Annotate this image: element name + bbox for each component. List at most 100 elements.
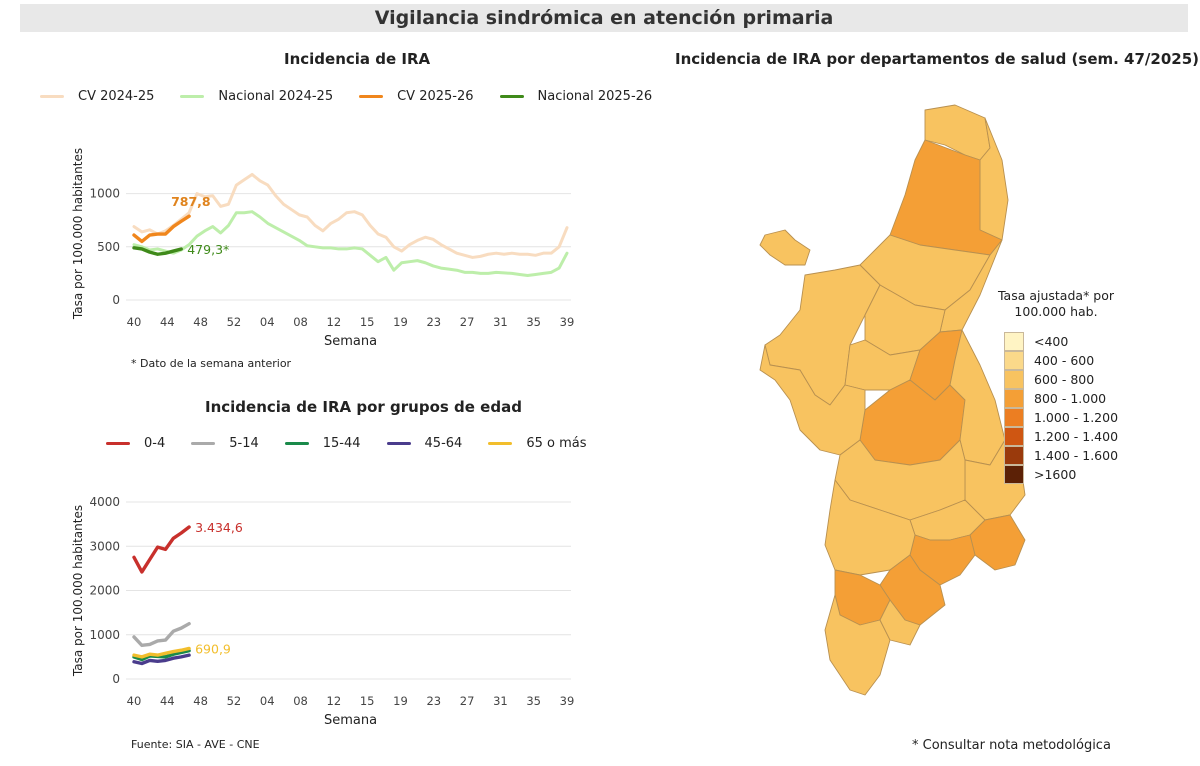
series-line-3	[132, 246, 183, 256]
legend-item-4: 65 o más	[488, 436, 586, 451]
map-legend-title: Tasa ajustada* por 100.000 hab.	[997, 288, 1115, 319]
x-tick-label: 15	[360, 694, 375, 708]
x-tick-label: 52	[227, 315, 242, 329]
map-legend-swatch	[1004, 427, 1024, 446]
x-tick-label: 23	[426, 315, 441, 329]
x-tick-label: 04	[260, 694, 275, 708]
x-tick-label: 40	[127, 694, 142, 708]
map-title: Incidencia de IRA por departamentos de s…	[675, 50, 1200, 68]
x-tick-label: 19	[393, 694, 408, 708]
legend-item-1: Nacional 2024-25	[180, 89, 333, 104]
x-axis-label: Semana	[324, 334, 377, 349]
legend-item-0: CV 2024-25	[40, 89, 154, 104]
legend-item-2: 15-44	[284, 436, 361, 451]
map-legend: Tasa ajustada* por 100.000 hab. <400 400 …	[998, 288, 1118, 484]
legend-item-2: CV 2025-26	[359, 89, 474, 104]
chart1-legend: CV 2024-25 Nacional 2024-25 CV 2025-26 Naci…	[40, 89, 678, 104]
x-tick-label: 44	[160, 694, 175, 708]
legend-swatch	[191, 442, 216, 445]
series-line-2	[132, 648, 191, 662]
legend-label: CV 2025-26	[397, 89, 474, 104]
data-label: 787,8	[171, 194, 211, 209]
map-region-orihuela	[824, 594, 891, 696]
map-legend-swatch	[1004, 389, 1024, 408]
data-label: 3.434,6	[195, 520, 243, 535]
map-legend-label: 1.400 - 1.600	[1034, 448, 1119, 463]
legend-label: 45-64	[424, 436, 463, 451]
legend-swatch	[499, 95, 524, 98]
chart2-plot: 0 1000 2000 3000 4000 40 44 48 52 04 08 12 15 19 23 27 3…	[71, 495, 575, 728]
x-tick-label: 35	[526, 315, 541, 329]
y-tick-label: 0	[112, 293, 120, 307]
series-line-0	[132, 172, 569, 259]
map-legend-swatch	[1004, 446, 1024, 465]
x-tick-label: 39	[560, 694, 575, 708]
x-tick-label: 27	[460, 694, 475, 708]
map-region-utiel	[759, 344, 866, 456]
chart2-legend: 0-4 5-14 15-44 45-64 65 o más	[106, 436, 612, 451]
chart1-note: * Dato de la semana anterior	[131, 357, 292, 370]
map-legend-label: 800 - 1.000	[1034, 391, 1107, 406]
series-line-1	[132, 621, 191, 648]
x-tick-label: 48	[193, 315, 208, 329]
banner-title: Vigilancia sindrómica en atención primar…	[374, 7, 834, 29]
series-line-1	[132, 210, 569, 278]
x-tick-label: 08	[293, 315, 308, 329]
valencia-map	[759, 104, 1026, 696]
page-banner: Vigilancia sindrómica en atención primar…	[20, 4, 1188, 32]
y-tick-label: 1000	[89, 628, 120, 642]
map-legend-swatch	[1004, 332, 1024, 351]
chart2-title: Incidencia de IRA por grupos de edad	[205, 398, 522, 416]
y-tick-label: 4000	[89, 495, 120, 509]
data-label: 690,9	[195, 641, 231, 656]
x-tick-label: 12	[327, 694, 342, 708]
y-tick-label: 2000	[89, 584, 120, 598]
legend-swatch	[359, 95, 384, 98]
legend-swatch	[386, 442, 411, 445]
data-label: 479,3*	[187, 242, 229, 257]
x-tick-label: 08	[293, 694, 308, 708]
series-line-3	[132, 653, 191, 666]
map-legend-swatch	[1004, 408, 1024, 427]
x-tick-label: 52	[227, 694, 242, 708]
map-legend-item-6: 1.400 - 1.600	[1004, 446, 1118, 465]
y-axis-label: Tasa por 100.000 habitantes	[71, 148, 85, 320]
map-legend-swatch	[1004, 351, 1024, 370]
x-tick-label: 44	[160, 315, 175, 329]
x-tick-label: 23	[426, 694, 441, 708]
map-region-ademuz	[759, 229, 811, 266]
map-legend-label: >1600	[1034, 467, 1077, 482]
x-tick-label: 31	[493, 315, 508, 329]
legend-item-1: 5-14	[191, 436, 259, 451]
series-line-2	[132, 214, 191, 244]
x-tick-label: 40	[127, 315, 142, 329]
map-legend-item-4: 1.000 - 1.200	[1004, 408, 1118, 427]
legend-label: 0-4	[144, 436, 166, 451]
x-tick-label: 19	[393, 315, 408, 329]
legend-swatch	[106, 442, 130, 445]
map-legend-item-0: <400	[1004, 332, 1118, 351]
y-tick-label: 3000	[89, 539, 120, 553]
x-tick-label: 15	[360, 315, 375, 329]
map-legend-item-7: >1600	[1004, 465, 1118, 484]
x-tick-label: 12	[327, 315, 342, 329]
x-tick-label: 27	[460, 315, 475, 329]
map-legend-item-2: 600 - 800	[1004, 370, 1118, 389]
chart1-plot: 0 500 1000 40 44 48 52 04 08 12 15 19 23 27 31 35 39 Sema…	[71, 148, 574, 349]
legend-label: CV 2024-25	[78, 89, 155, 104]
method-note: * Consultar nota metodológica	[912, 738, 1111, 753]
legend-label: Nacional 2024-25	[218, 89, 334, 104]
legend-swatch	[40, 95, 64, 98]
legend-item-3: Nacional 2025-26	[499, 89, 652, 104]
chart1-title: Incidencia de IRA	[284, 50, 431, 68]
y-tick-label: 500	[97, 240, 120, 254]
map-legend-item-3: 800 - 1.000	[1004, 389, 1118, 408]
source-note: Fuente: SIA - AVE - CNE	[131, 738, 260, 751]
x-tick-label: 04	[260, 315, 275, 329]
map-legend-label: <400	[1034, 334, 1069, 349]
x-tick-label: 35	[526, 694, 541, 708]
legend-swatch	[488, 442, 513, 445]
map-legend-label: 600 - 800	[1034, 372, 1095, 387]
map-legend-item-5: 1.200 - 1.400	[1004, 427, 1118, 446]
series-line-0	[132, 525, 191, 574]
